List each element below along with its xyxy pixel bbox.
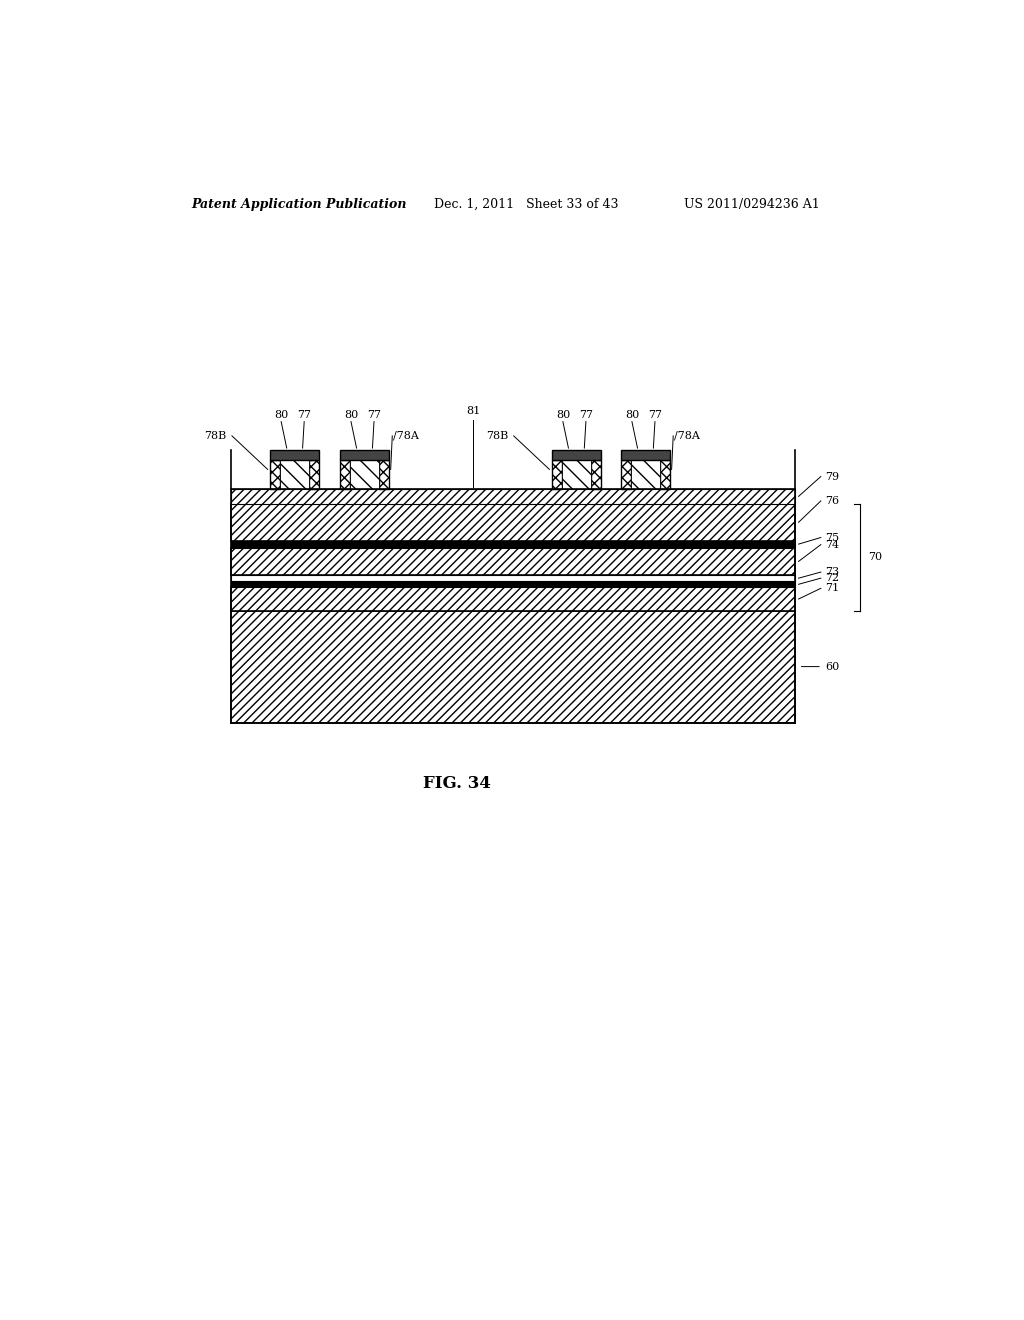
Text: 80: 80: [344, 409, 358, 420]
Text: /78A: /78A: [393, 430, 419, 441]
Text: 81: 81: [466, 407, 480, 417]
Text: 71: 71: [824, 583, 839, 593]
Text: 77: 77: [579, 409, 593, 420]
Text: 72: 72: [824, 573, 839, 583]
Text: 77: 77: [648, 409, 662, 420]
Bar: [340, 461, 350, 488]
Text: 60: 60: [802, 661, 839, 672]
Text: 78B: 78B: [204, 430, 226, 441]
Text: 75: 75: [824, 532, 839, 543]
Bar: [231, 581, 795, 587]
Bar: [231, 504, 795, 541]
Bar: [231, 541, 795, 548]
Bar: [231, 611, 795, 722]
Text: 79: 79: [824, 471, 839, 482]
Bar: [309, 461, 319, 488]
Bar: [631, 461, 660, 488]
Bar: [270, 461, 280, 488]
Bar: [340, 450, 389, 461]
Bar: [231, 548, 795, 576]
Text: 76: 76: [824, 496, 839, 506]
Bar: [350, 461, 379, 488]
Bar: [231, 488, 795, 504]
Text: US 2011/0294236 A1: US 2011/0294236 A1: [684, 198, 819, 211]
Bar: [231, 576, 795, 581]
Text: 80: 80: [625, 409, 639, 420]
Bar: [561, 461, 591, 488]
Bar: [270, 450, 319, 461]
Bar: [621, 450, 670, 461]
Text: 73: 73: [824, 568, 839, 577]
Text: FIG. 34: FIG. 34: [423, 775, 492, 792]
Bar: [231, 587, 795, 611]
Text: 77: 77: [367, 409, 381, 420]
Text: 78B: 78B: [485, 430, 508, 441]
Text: 77: 77: [297, 409, 311, 420]
Bar: [280, 461, 309, 488]
Text: Dec. 1, 2011   Sheet 33 of 43: Dec. 1, 2011 Sheet 33 of 43: [433, 198, 618, 211]
Text: 74: 74: [824, 540, 839, 549]
Text: 70: 70: [868, 552, 883, 562]
Bar: [621, 461, 631, 488]
Text: /78A: /78A: [674, 430, 699, 441]
Text: Patent Application Publication: Patent Application Publication: [191, 198, 407, 211]
Bar: [379, 461, 389, 488]
Bar: [591, 461, 601, 488]
Bar: [552, 461, 561, 488]
Bar: [552, 450, 601, 461]
Text: 80: 80: [556, 409, 570, 420]
Bar: [660, 461, 670, 488]
Text: 80: 80: [274, 409, 289, 420]
